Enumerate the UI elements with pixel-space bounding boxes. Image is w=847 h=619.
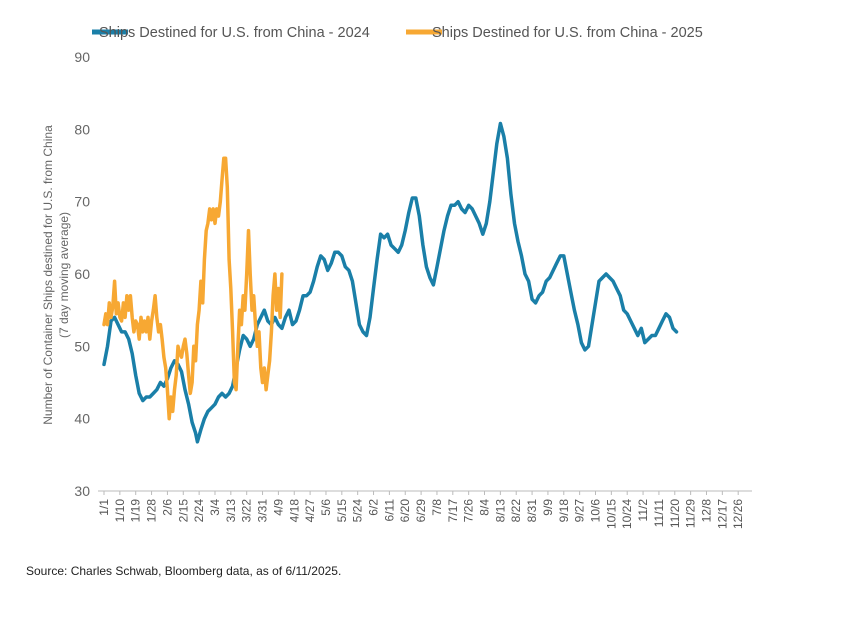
x-tick-label: 3/31 (256, 499, 270, 523)
source-note: Source: Charles Schwab, Bloomberg data, … (26, 564, 342, 578)
y-tick-label: 40 (74, 411, 90, 427)
x-tick-label: 6/2 (367, 499, 381, 516)
x-tick-label: 2/15 (176, 499, 190, 523)
series-line-2024 (102, 121, 679, 444)
x-tick-label: 8/22 (509, 499, 523, 523)
x-tick-label: 8/31 (525, 499, 539, 523)
y-axis: 30 40 50 60 70 80 90 (74, 49, 90, 499)
x-tick-label: 4/27 (303, 499, 317, 523)
y-tick-label: 30 (74, 483, 90, 499)
x-tick-label: 3/4 (208, 499, 222, 516)
x-tick-label: 12/8 (699, 499, 713, 523)
x-tick-label: 9/9 (541, 499, 555, 516)
x-tick-label: 2/6 (160, 499, 174, 516)
x-tick-label: 6/11 (382, 499, 396, 522)
x-tick-label: 3/22 (240, 499, 254, 523)
x-tick-label: 1/1 (97, 499, 111, 516)
y-tick-label: 90 (74, 49, 90, 65)
x-tick-label: 5/15 (335, 499, 349, 523)
x-tick-label: 2/24 (192, 499, 206, 523)
x-tick-label: 8/4 (478, 499, 492, 516)
x-tick-label: 7/26 (462, 499, 476, 523)
legend: Ships Destined for U.S. from China - 202… (92, 25, 703, 41)
legend-label-2025: Ships Destined for U.S. from China - 202… (432, 25, 703, 41)
legend-label-2024: Ships Destined for U.S. from China - 202… (99, 25, 370, 41)
y-axis-title-line1: Number of Container Ships destined for U… (41, 125, 55, 425)
x-tick-label: 9/27 (573, 499, 587, 523)
x-tick-label: 4/18 (287, 499, 301, 523)
x-tick-label: 1/28 (145, 499, 159, 523)
x-tick-label: 7/8 (430, 499, 444, 516)
x-tick-label: 1/19 (129, 499, 143, 523)
x-tick-label: 5/6 (319, 499, 333, 516)
y-tick-label: 70 (74, 194, 90, 210)
x-axis: 1/1 1/10 1/19 1/28 2/6 2/15 2/24 3/4 3/13 3/22 3/3… (97, 491, 745, 529)
y-tick-label: 50 (74, 338, 90, 354)
x-tick-label: 11/11 (652, 499, 666, 528)
x-tick-label: 6/29 (414, 499, 428, 523)
y-tick-label: 60 (74, 266, 90, 282)
x-tick-label: 10/6 (588, 499, 602, 523)
line-chart: Ships Destined for U.S. from China - 202… (41, 25, 752, 529)
y-axis-title: Number of Container Ships destined for U… (41, 125, 71, 425)
x-tick-label: 1/10 (113, 499, 127, 523)
x-tick-label: 4/9 (271, 499, 285, 516)
plot-area (102, 121, 679, 444)
x-tick-label: 9/18 (557, 499, 571, 523)
x-tick-label: 5/24 (351, 499, 365, 523)
x-tick-label: 8/13 (493, 499, 507, 523)
x-tick-label: 10/24 (620, 499, 634, 529)
x-tick-label: 12/17 (715, 499, 729, 529)
y-tick-label: 80 (74, 121, 90, 137)
x-tick-label: 11/29 (684, 499, 698, 528)
x-tick-label: 11/2 (636, 499, 650, 522)
x-tick-label: 10/15 (604, 499, 618, 529)
x-tick-label: 11/20 (668, 499, 682, 528)
y-axis-title-line2: (7 day moving average) (57, 212, 71, 338)
x-tick-label: 12/26 (731, 499, 745, 529)
series-line-2025 (102, 156, 284, 421)
x-tick-label: 7/17 (446, 499, 460, 523)
x-tick-label: 3/13 (224, 499, 238, 523)
x-tick-label: 6/20 (398, 499, 412, 523)
